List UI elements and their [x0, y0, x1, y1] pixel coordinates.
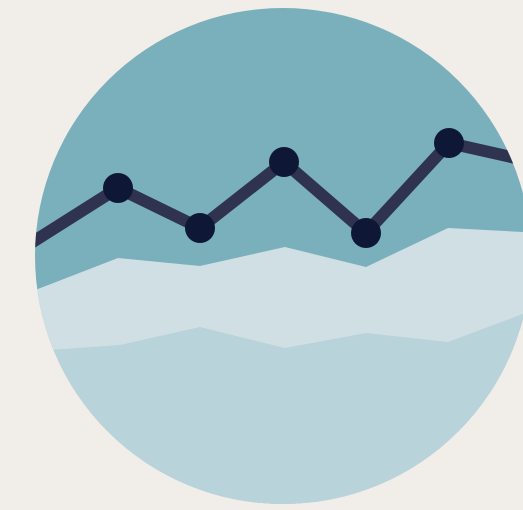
point [185, 213, 215, 243]
point [103, 173, 133, 203]
point [351, 218, 381, 248]
point [269, 147, 299, 177]
point [434, 128, 464, 158]
